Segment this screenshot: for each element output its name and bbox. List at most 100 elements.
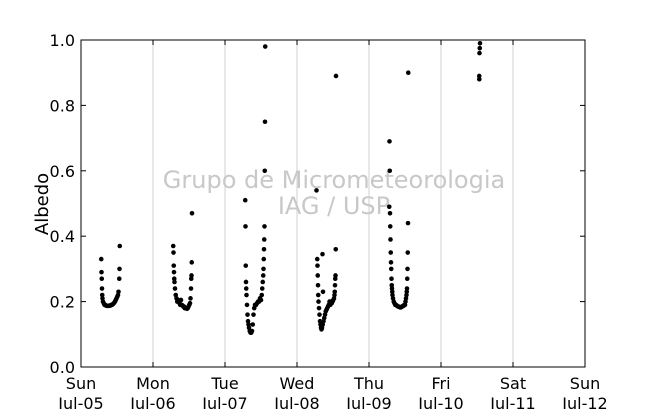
data-point (243, 279, 249, 285)
data-point (477, 76, 482, 82)
data-point (332, 292, 337, 298)
data-point (405, 70, 411, 75)
data-point (116, 276, 122, 282)
data-point (260, 273, 266, 278)
y-tick-label: 0.6 (50, 162, 75, 181)
data-point (244, 302, 250, 308)
y-axis-title: Albedo (32, 173, 53, 235)
x-tick-label-day: Sun (66, 374, 96, 393)
data-point (243, 263, 249, 268)
data-point (261, 256, 267, 262)
data-point (189, 260, 195, 265)
y-tick-labels: 0.0 0.2 0.4 0.6 0.8 1.0 (50, 31, 75, 377)
data-point (333, 273, 338, 278)
data-point (387, 139, 392, 144)
data-point (386, 204, 392, 210)
data-point (187, 300, 193, 306)
x-tick-label-date: Jul-08 (273, 394, 319, 409)
data-point (320, 289, 326, 295)
data-point (261, 246, 267, 252)
data-point (172, 286, 178, 291)
data-point (388, 266, 394, 272)
data-point (477, 45, 483, 51)
data-point (249, 328, 255, 334)
data-point (260, 279, 266, 285)
x-tick-label-day: Wed (280, 374, 315, 393)
data-point (333, 246, 339, 252)
data-point (116, 289, 121, 295)
plot-area-frame (80, 39, 586, 368)
x-tick-label-date: Jul-07 (201, 394, 247, 409)
data-point (189, 211, 195, 216)
data-point (262, 168, 268, 174)
y-tick-label: 0.0 (50, 358, 75, 377)
data-point (404, 276, 410, 282)
data-point (259, 286, 265, 291)
watermark-line-1: Grupo de Micrometeorologia (163, 166, 505, 194)
x-tick-label-date: Jul-11 (489, 394, 535, 409)
data-point (171, 250, 176, 255)
data-point (477, 50, 482, 56)
data-point (262, 119, 268, 125)
data-point (243, 224, 248, 229)
data-point (117, 243, 123, 249)
y-tick-label: 0.2 (50, 293, 75, 312)
x-tick-label-date: Jul-12 (561, 394, 607, 409)
data-point (189, 273, 194, 278)
data-point (99, 276, 105, 282)
x-tick-label-day: Thu (353, 374, 384, 393)
data-point (388, 250, 394, 255)
y-tick-label: 0.8 (50, 96, 75, 115)
data-point (404, 286, 410, 291)
data-point (99, 286, 105, 291)
data-point (314, 256, 320, 262)
x-tick-label-day: Mon (136, 374, 170, 393)
data-point (315, 273, 321, 278)
data-point (315, 282, 321, 288)
data-point (250, 322, 256, 327)
data-point (476, 73, 482, 79)
data-point (117, 266, 122, 272)
data-point (245, 312, 250, 317)
data-point (317, 312, 322, 317)
data-point (188, 296, 193, 301)
data-point (261, 266, 266, 272)
data-point (171, 269, 177, 275)
data-point (171, 263, 177, 268)
albedo-data-points (98, 40, 483, 335)
x-tick-labels: SunJul-05MonJul-06TueJul-07WedJul-08ThuJ… (57, 374, 607, 409)
data-point (188, 286, 194, 291)
data-point (259, 292, 265, 298)
axis-ticks (80, 39, 586, 368)
data-point (178, 297, 184, 303)
data-point (405, 250, 411, 255)
data-point (99, 292, 105, 298)
data-point (314, 188, 319, 193)
vertical-gridlines (152, 40, 514, 367)
data-point (405, 220, 411, 226)
data-point (332, 282, 338, 288)
x-tick-label-day: Fri (431, 374, 450, 393)
data-point (243, 286, 249, 291)
y-tick-label: 0.4 (50, 227, 75, 246)
x-tick-label-day: Sat (500, 374, 526, 393)
data-point (333, 73, 339, 79)
data-point (477, 40, 483, 46)
data-point (332, 289, 338, 295)
data-point (316, 299, 321, 304)
data-point (258, 297, 264, 303)
data-point (315, 263, 320, 268)
x-tick-label-day: Sun (570, 374, 600, 393)
x-tick-label-day: Tue (210, 374, 238, 393)
data-point (262, 44, 268, 49)
data-point (172, 279, 177, 285)
data-point (404, 289, 410, 295)
data-point (316, 305, 322, 311)
data-point (170, 243, 176, 249)
data-point (405, 266, 410, 272)
data-point (244, 292, 249, 298)
data-point (387, 168, 393, 174)
data-point (332, 276, 338, 282)
